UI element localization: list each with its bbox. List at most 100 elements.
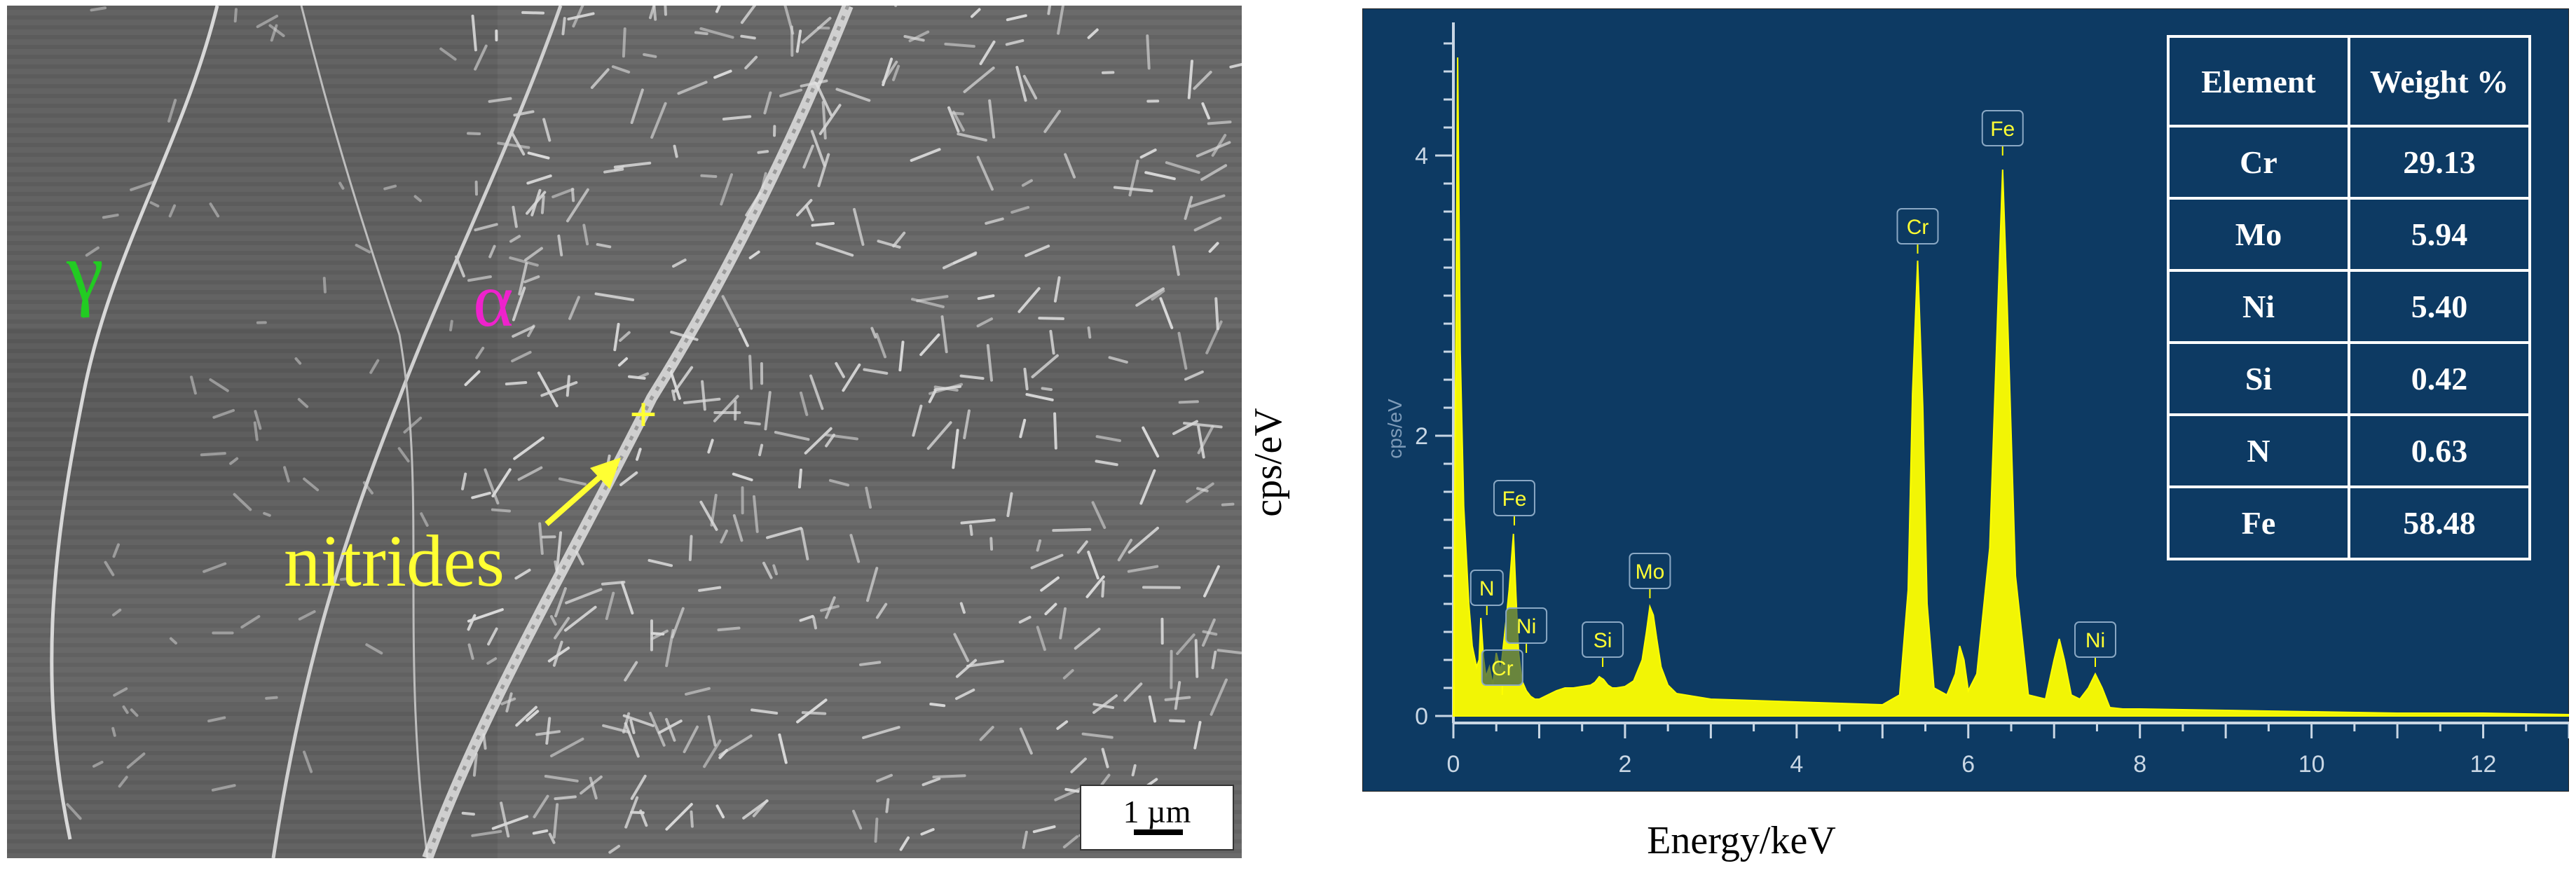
nitride-needle (130, 708, 139, 717)
nitride-needle (497, 142, 530, 149)
nitride-needle (748, 354, 753, 390)
nitride-needle (1054, 785, 1085, 801)
nitride-needle (805, 205, 814, 221)
nitride-needle (866, 567, 879, 602)
nitride-needle (650, 629, 669, 640)
nitride-needle (167, 99, 177, 123)
nitride-needle (643, 53, 657, 58)
nitride-needle (1197, 425, 1205, 459)
nitride-needle (517, 466, 543, 481)
nitride-needle (908, 30, 930, 43)
nitride-needle (650, 102, 667, 139)
nitride-needle (1113, 186, 1153, 193)
nitride-needle (1005, 39, 1025, 46)
nitride-needle (683, 725, 699, 754)
nitride-needle (1194, 639, 1199, 678)
nitride-needle (491, 508, 512, 513)
nitride-needle (630, 774, 647, 800)
peak-label-box (1505, 607, 1548, 644)
x-tick-label: 12 (2470, 751, 2497, 778)
nitride-needle (1053, 276, 1061, 303)
nitride-needle (1168, 719, 1186, 723)
inner-y-axis-text: cps/eV (1384, 399, 1406, 459)
nitride-needle (1018, 287, 1041, 313)
nitride-needle (1081, 732, 1114, 739)
nitride-needle (1177, 331, 1188, 370)
nitride-needle (1059, 607, 1067, 640)
nitride-needle (821, 101, 827, 140)
table-header-row: Element Weight % (2167, 35, 2531, 128)
nitride-needle (1189, 194, 1226, 208)
nitride-needle (926, 421, 952, 450)
nitride-needle (812, 616, 817, 630)
nitride-needle (1085, 575, 1105, 598)
nitride-needle (929, 703, 946, 708)
nitride-needle (1100, 773, 1111, 786)
nitride-needle (545, 717, 551, 745)
nitride-needle (694, 31, 708, 36)
nitride-needle (932, 774, 966, 779)
nitride-needle (211, 784, 236, 792)
nitride-needle (677, 81, 708, 95)
nitride-needle (707, 439, 714, 454)
nitride-needle (511, 350, 532, 363)
nitride-needle (512, 205, 518, 228)
nitride-needle (240, 614, 261, 629)
nitride-needle (627, 375, 646, 380)
nitride-needle (617, 357, 629, 367)
nitride-needle (253, 421, 259, 441)
nitride-needle (1127, 565, 1159, 573)
y-axis-label: cps/eV (1247, 408, 1290, 517)
nitride-needle (713, 69, 732, 79)
nitride-needle (966, 659, 1004, 668)
nitride-needle (1159, 297, 1174, 329)
nitride-needle (1229, 62, 1242, 69)
nitride-needle (801, 711, 827, 715)
nitride-needle (720, 173, 733, 206)
nitride-needle (1108, 356, 1128, 364)
nitride-needle (810, 130, 826, 167)
peak-label: Cr (1491, 657, 1514, 680)
nitride-needle (1057, 6, 1064, 35)
grain-boundary-3 (300, 6, 429, 858)
nitride-needle (963, 67, 995, 93)
nitride-needle (558, 477, 587, 486)
nitride-needle (699, 27, 734, 39)
nitride-needle (491, 468, 512, 497)
nitride-needle (852, 207, 865, 246)
nitride-needle (1070, 757, 1087, 773)
nitride-needle (549, 737, 584, 758)
nitride-needle (882, 60, 898, 84)
nitride-needle (648, 558, 673, 567)
nitride-needle (920, 828, 935, 836)
nitride-needle (825, 596, 836, 619)
nitride-needle (510, 130, 526, 156)
nitride-needle (721, 295, 740, 328)
nitride-needle (778, 733, 788, 764)
nitride-needle (1172, 245, 1180, 276)
nitride-needle (515, 705, 537, 727)
nitride-needle (748, 250, 760, 260)
nitride-needle (874, 818, 879, 843)
nitride-needle (472, 752, 478, 777)
nitride-needle (554, 616, 570, 640)
nitride-needle (1146, 34, 1151, 70)
nitride-needle (954, 688, 975, 701)
nitride-needle (190, 375, 197, 395)
nitride-needle (509, 235, 521, 243)
nitride-needle (1151, 289, 1165, 301)
nitride-needle (986, 344, 994, 382)
nitride-needle (369, 359, 380, 374)
nitride-needle (672, 259, 687, 268)
cell-weight: 58.48 (2348, 485, 2531, 560)
peak-label-box (1493, 480, 1535, 516)
nitride-needle (635, 448, 642, 461)
nitride-needle (1036, 626, 1046, 652)
nitride-needle (567, 12, 595, 21)
nitride-needle (870, 326, 877, 339)
nitride-needle (420, 512, 429, 527)
nitride-needle (1117, 539, 1133, 562)
nitride-needle (1211, 650, 1217, 670)
sem-image (7, 6, 1242, 858)
nitride-needle (1076, 540, 1088, 554)
